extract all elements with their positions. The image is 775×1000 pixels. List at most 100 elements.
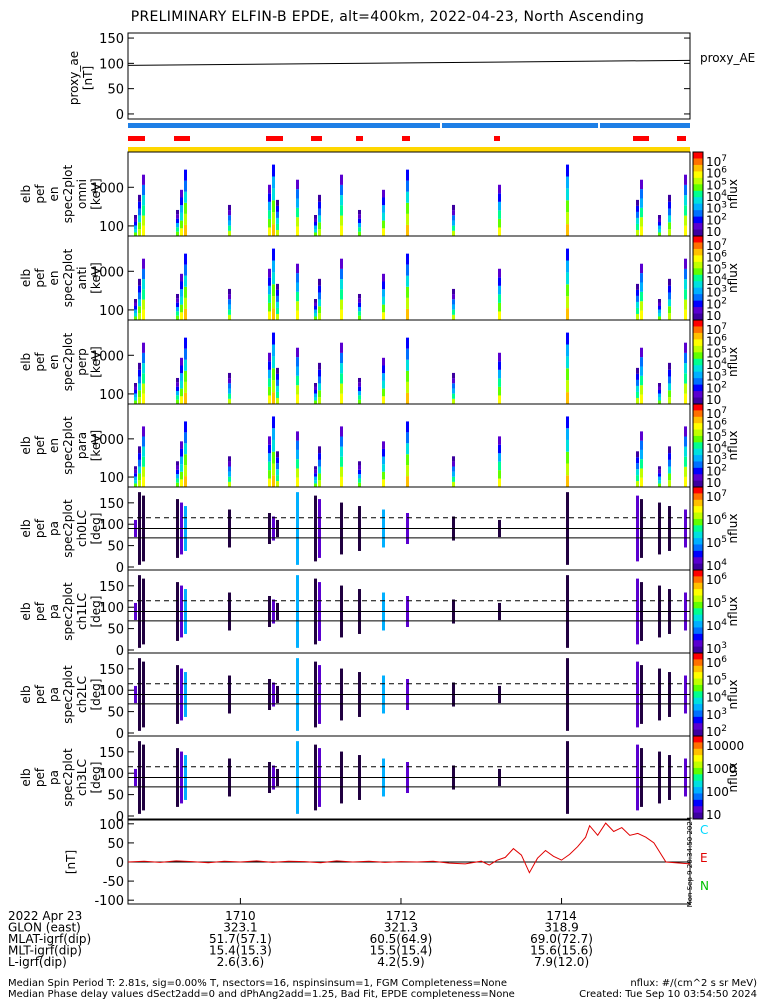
spec_omni-ylabel-part: en [47, 187, 61, 202]
spectrogram-cell [272, 212, 275, 225]
colorbar-swatch [693, 184, 703, 192]
spectrogram-cell [138, 466, 141, 474]
spectrogram-cell [276, 301, 279, 308]
spectrogram-cell [184, 392, 187, 404]
spectrogram-cell [668, 480, 671, 487]
spectrogram-cell [134, 299, 137, 303]
spectrogram-cell [276, 307, 279, 314]
spectrogram-cell [566, 248, 569, 261]
spectrogram-cell [566, 224, 569, 236]
spectrogram-cell [180, 281, 183, 290]
pa_ch1-group: 150 100 50 0 elb pef pa spec2plot ch1LC [deg] nflu… [19, 569, 740, 659]
colorbar-frame [692, 735, 704, 820]
spectrogram-cell [382, 396, 385, 404]
spectrogram-cell [296, 207, 299, 218]
spectrogram-cell [636, 229, 639, 236]
spectrogram-cell [684, 436, 687, 447]
spec_omni-ylabel-part: elb [19, 185, 33, 203]
spectrogram-cell [358, 461, 361, 466]
colorbar-swatch [693, 268, 703, 276]
spectrogram-cell [382, 357, 385, 366]
colorbar-swatch [693, 223, 703, 231]
colorbar-swatch [693, 563, 703, 571]
spectrogram-cell [272, 380, 275, 393]
spectrogram-cell [176, 209, 179, 215]
spectrogram-cell [358, 311, 361, 316]
spectrogram-cell [134, 306, 137, 310]
spectrogram-cell [228, 210, 231, 216]
mag-series-line [127, 822, 691, 874]
spectrogram-cell [180, 289, 183, 297]
spectrogram-cell [184, 381, 187, 393]
spectrogram-cell [658, 218, 661, 222]
spectrogram-cell [272, 176, 275, 189]
pa_ch0-ylabel-part: elb [19, 519, 33, 537]
mag-legend-C: C [700, 823, 708, 837]
spectrogram-cell [228, 314, 231, 320]
spectrogram-cell [684, 426, 687, 437]
spectrogram-cell [276, 463, 279, 470]
spectrogram-cell [340, 426, 343, 437]
mag-legend-N: N [700, 879, 709, 893]
colorbar-swatch [693, 487, 703, 494]
spectrogram-cell [138, 383, 141, 391]
spectrogram-cell [452, 215, 455, 221]
spectrogram-cell [340, 268, 343, 280]
spectrogram-cell [134, 480, 137, 484]
xaxis-row-label: GLON (east) [8, 921, 81, 935]
spectrogram-cell [318, 376, 321, 384]
spectrogram-cell [382, 456, 385, 465]
spec_perp-colorbar-tick: 107 [706, 322, 727, 337]
spectrogram-cell [498, 193, 501, 202]
spectrogram-cell [498, 184, 501, 194]
colorbar-swatch [693, 570, 703, 577]
spectrogram-cell [314, 469, 317, 474]
spectrogram-cell [268, 395, 271, 404]
spectrogram-cell [640, 189, 643, 199]
spectrogram-cell [382, 312, 385, 320]
colorbar-swatch [693, 248, 703, 256]
spectrogram-cell [272, 392, 275, 404]
spec_omni-ytick-label: 1000 [91, 181, 124, 196]
spectrogram-cell [406, 202, 409, 214]
colorbar-swatch [693, 391, 703, 399]
spectrogram-cell [228, 215, 231, 221]
spectrogram-cell [684, 309, 687, 320]
band-red-segment [677, 136, 686, 141]
spectrogram-cell [566, 164, 569, 177]
spectrogram-cell [184, 337, 187, 349]
spectrogram-cell [668, 466, 671, 474]
spectrogram-cell [340, 446, 343, 457]
spec_omni-colorbar-tick: 102 [706, 212, 727, 227]
spectrogram-cell [358, 390, 361, 396]
colorbar-swatch [693, 716, 703, 724]
spectrogram-cell [684, 195, 687, 206]
spectrogram-cell [566, 428, 569, 440]
spectrogram-cell [272, 451, 275, 464]
spectrogram-cell [340, 466, 343, 477]
spectrogram-cell [358, 474, 361, 479]
spectrogram-cell [272, 200, 275, 213]
spectrogram-cell [142, 342, 145, 353]
spectrogram-cell [314, 299, 317, 303]
spectrogram-cell [684, 466, 687, 477]
spectrogram-cell [142, 446, 145, 457]
spectrogram-cell [184, 443, 187, 455]
spectrogram-cell [340, 289, 343, 300]
spectrogram-cell [134, 469, 137, 474]
spectrogram-cell [382, 189, 385, 198]
spectrogram-cell [406, 224, 409, 236]
colorbar-swatch [693, 339, 703, 347]
spectrogram-cell [382, 296, 385, 305]
spectrogram-cell [134, 393, 137, 397]
spectrogram-cell [382, 471, 385, 480]
colorbar-swatch [693, 729, 703, 737]
spectrogram-cell [268, 311, 271, 320]
spectrogram-cell [452, 220, 455, 226]
spectrogram-cell [138, 453, 141, 460]
spectrogram-cell [668, 299, 671, 307]
spectrogram-cell [668, 369, 671, 377]
spectrogram-cell [684, 289, 687, 300]
spectrogram-cell [382, 304, 385, 313]
spectrogram-cell [296, 273, 299, 283]
